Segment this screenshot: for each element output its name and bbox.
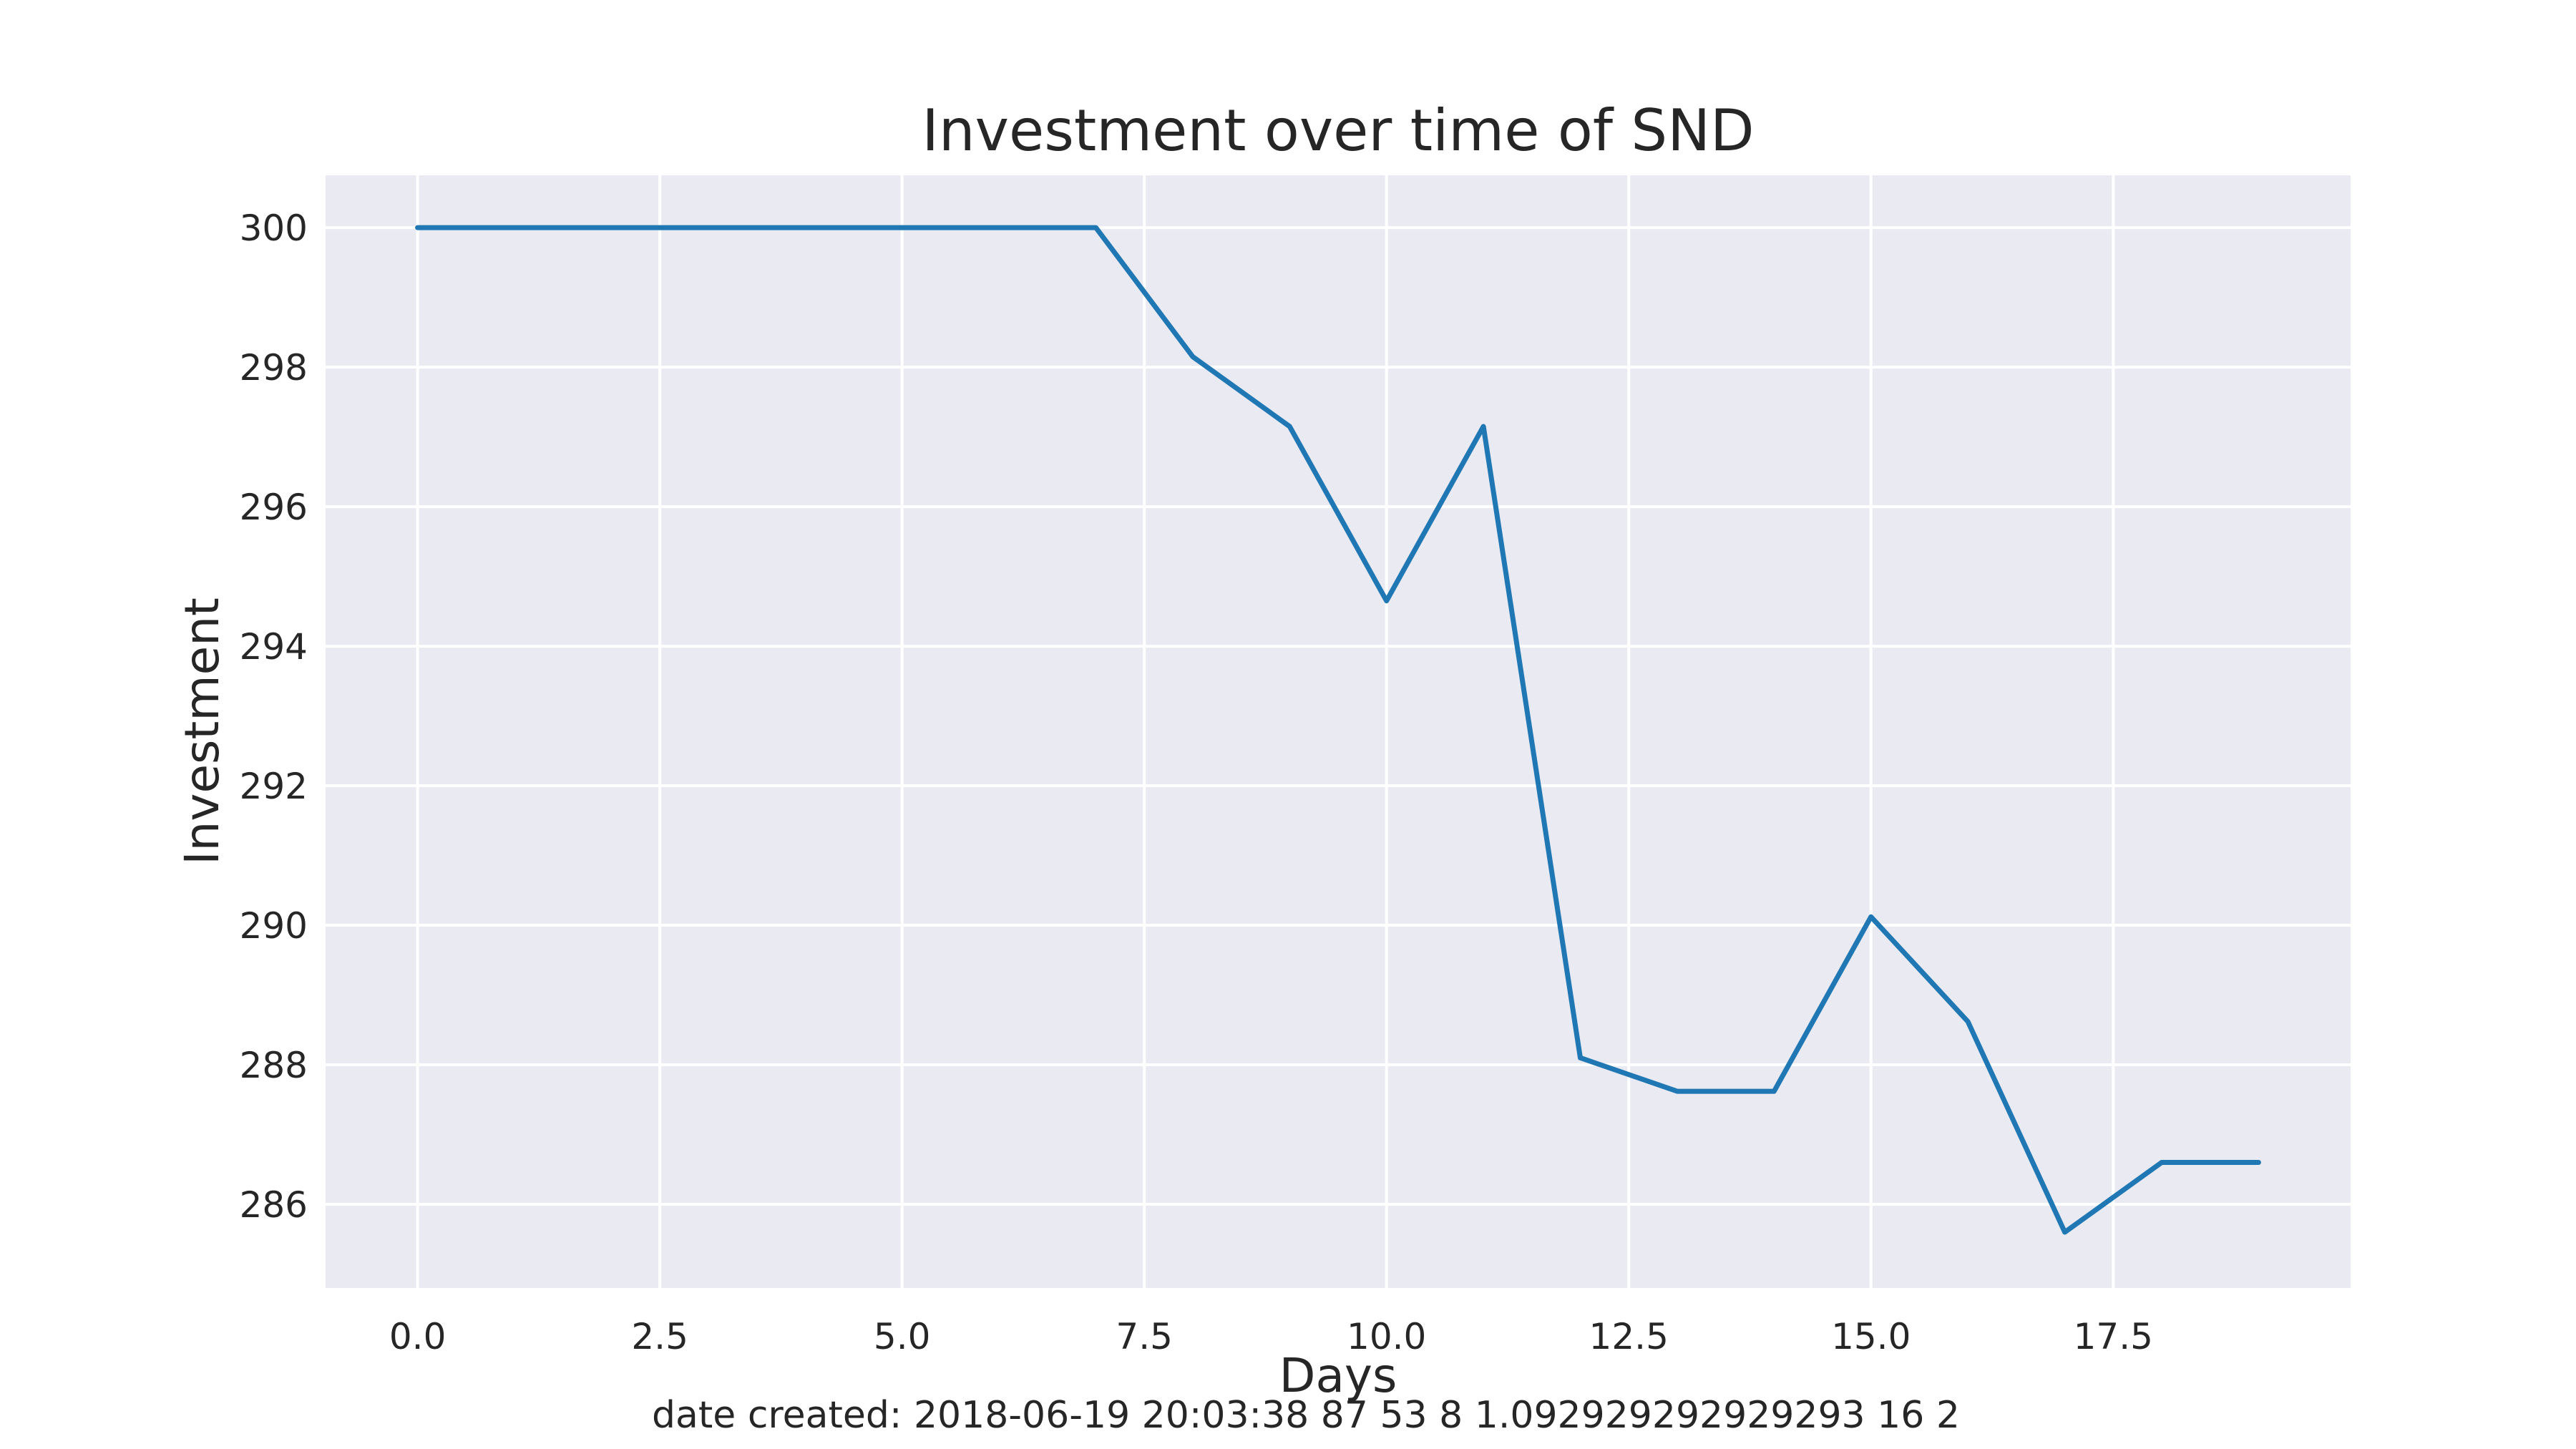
- series-line-0: [415, 225, 2261, 1235]
- x-tick-label: 2.5: [631, 1316, 688, 1357]
- x-tick-label: 0.0: [389, 1316, 447, 1357]
- grid-lines: [326, 175, 2351, 1288]
- y-axis-label: Investment: [175, 597, 230, 865]
- y-tick-label: 300: [240, 208, 308, 249]
- chart-title: Investment over time of SND: [922, 97, 1754, 164]
- x-tick-label: 5.0: [874, 1316, 931, 1357]
- x-tick-label: 17.5: [2074, 1316, 2153, 1357]
- y-tick-label: 296: [240, 487, 308, 528]
- y-tick-label: 286: [240, 1184, 308, 1226]
- y-tick-label: 290: [240, 905, 308, 947]
- y-tick-labels: 286 288 290 292 294 296 298 300: [240, 208, 308, 1226]
- y-tick-label: 298: [240, 347, 308, 389]
- x-tick-label: 12.5: [1589, 1316, 1669, 1357]
- plot-area: [326, 175, 2351, 1288]
- x-axis-label: Days: [1279, 1348, 1397, 1403]
- x-tick-labels: 0.0 2.5 5.0 7.5 10.0 12.5 15.0 17.5: [389, 1316, 2153, 1357]
- y-tick-label: 294: [240, 626, 308, 668]
- x-tick-label: 7.5: [1116, 1316, 1173, 1357]
- x-tick-label: 10.0: [1347, 1316, 1426, 1357]
- series-group: [415, 225, 2261, 1235]
- x-tick-label: 15.0: [1831, 1316, 1911, 1357]
- date-created-footer: date created: 2018-06-19 20:03:38 87 53 …: [652, 1394, 1960, 1437]
- y-tick-label: 288: [240, 1045, 308, 1086]
- y-tick-label: 292: [240, 766, 308, 807]
